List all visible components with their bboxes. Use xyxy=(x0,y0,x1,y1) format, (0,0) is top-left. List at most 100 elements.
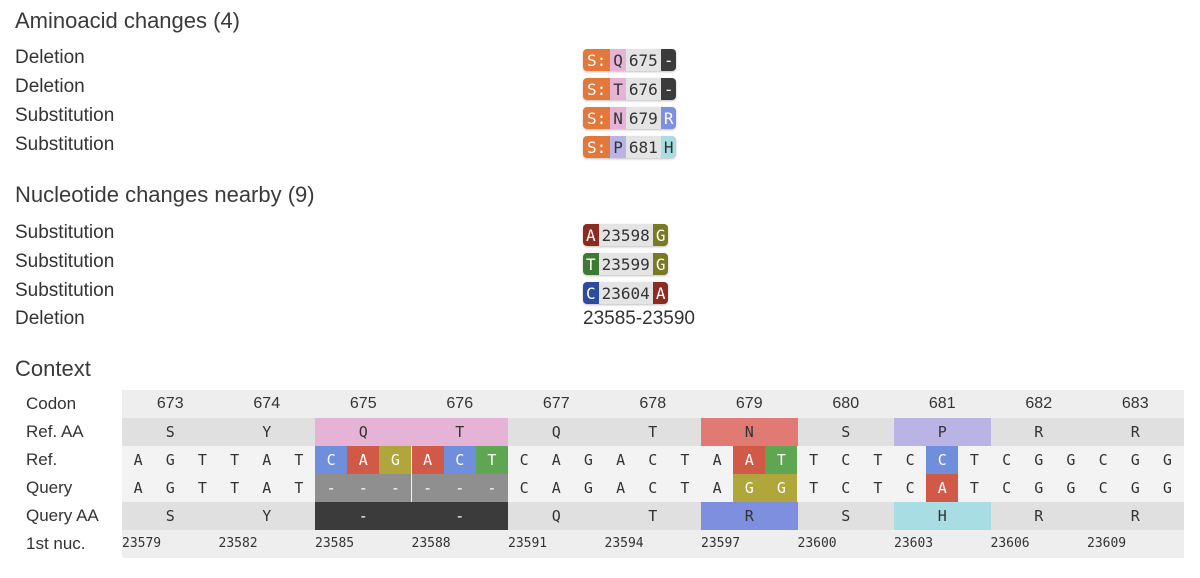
query-row-label: Query xyxy=(26,478,73,497)
query-nuc-cell: G xyxy=(1066,479,1076,497)
ref-nuc-cell: T xyxy=(809,451,819,469)
alt-aa: - xyxy=(660,78,677,100)
query-nuc-cell: T xyxy=(680,479,690,497)
gene-tag: S: xyxy=(583,78,611,100)
ref-nuc: T xyxy=(583,253,599,275)
nuc-mutation-badge[interactable]: A 23598 G xyxy=(583,224,669,246)
ref-nuc-cell: C xyxy=(443,446,476,474)
query-nuc-cell: A xyxy=(133,479,143,497)
ref-nuc-cell: G xyxy=(1034,451,1044,469)
query-nuc-cell: - xyxy=(315,474,348,502)
query-aa-cell: Y xyxy=(218,502,315,530)
query-nuc-cell: T xyxy=(294,479,304,497)
query-aa-row-label: Query AA xyxy=(26,506,99,525)
ref-nuc-cell: T xyxy=(969,451,979,469)
ref-aa-cell: T xyxy=(411,418,508,446)
aa-change-type: Deletion xyxy=(15,76,85,97)
codon-number: 674 xyxy=(253,395,281,412)
ref-nuc-cell: C xyxy=(519,451,529,469)
query-aa-cell: - xyxy=(411,502,508,530)
query-aa-cell: R xyxy=(701,502,798,530)
context-row-bg xyxy=(122,474,1184,502)
ref-aa: P xyxy=(610,136,626,158)
ref-aa-row-label: Ref. AA xyxy=(26,422,84,441)
ref-aa-cell: S xyxy=(122,418,219,446)
gene-tag: S: xyxy=(583,49,611,71)
alt-aa: H xyxy=(660,136,677,158)
query-nuc-cell: G xyxy=(583,479,593,497)
ref-nuc-cell: C xyxy=(926,446,959,474)
ref-nuc-cell: C xyxy=(1002,451,1012,469)
ref-nuc-cell: C xyxy=(905,451,915,469)
query-nuc-cell: C xyxy=(841,479,851,497)
codon-number: 673 xyxy=(156,395,184,412)
query-aa-cell: T xyxy=(604,502,701,530)
nuc-change-type: Substitution xyxy=(15,251,115,272)
aa-change-type: Substitution xyxy=(15,105,115,126)
codon-number: 677 xyxy=(542,395,570,412)
first-nuc-position: 23606 xyxy=(990,536,1030,551)
query-nuc-cell: C xyxy=(905,479,915,497)
aa-changes-title: Aminoacid changes (4) xyxy=(15,8,241,33)
aa-mutation-badge[interactable]: S: Q 675- xyxy=(583,49,677,71)
deletion-type-label: Deletion xyxy=(15,308,85,329)
ref-nuc-cell: C xyxy=(841,451,851,469)
aa-mutation-badge[interactable]: S: N 679 R xyxy=(583,107,677,129)
first-nuc-position: 23579 xyxy=(122,536,162,551)
aa-position: 676 xyxy=(625,78,661,100)
nuc-changes-title: Nucleotide changes nearby (9) xyxy=(15,182,315,207)
query-nuc-cell: - xyxy=(443,474,476,502)
alt-aa: - xyxy=(660,49,677,71)
query-nuc-cell: C xyxy=(519,479,529,497)
ref-aa-cell: P xyxy=(894,418,991,446)
ref-nuc-cell: T xyxy=(765,446,798,474)
aa-position: 679 xyxy=(625,107,661,129)
first-nuc-position: 23597 xyxy=(701,536,741,551)
ref-nuc-cell: T xyxy=(230,451,240,469)
query-nuc-cell: - xyxy=(475,474,508,502)
nuc-mutation-badge[interactable]: T 23599 G xyxy=(583,253,669,275)
query-nuc-cell: T xyxy=(873,479,883,497)
query-aa-cell: - xyxy=(315,502,412,530)
codon-number: 679 xyxy=(735,395,763,412)
ref-aa-cell: R xyxy=(1087,418,1184,446)
ref-nuc-cell: T xyxy=(680,451,690,469)
aa-position: 675 xyxy=(625,49,661,71)
ref-nuc-cell: G xyxy=(1130,451,1140,469)
query-aa-cell: R xyxy=(990,502,1087,530)
query-nuc-cell: C xyxy=(1002,479,1012,497)
context-table: Codon Ref. AA Ref. Query Query AA 1st nu… xyxy=(0,390,1200,558)
aa-mutation-badge[interactable]: S: T 676- xyxy=(583,78,677,100)
ref-aa-cell: T xyxy=(604,418,701,446)
nuc-mutation-badge[interactable]: C 23604 A xyxy=(583,282,669,304)
aa-position: 681 xyxy=(625,136,661,158)
first-nuc-position: 23600 xyxy=(797,536,837,551)
query-nuc-cell: G xyxy=(1034,479,1044,497)
first-nuc-position: 23585 xyxy=(315,536,355,551)
ref-nuc-cell: A xyxy=(733,446,766,474)
ref-nuc-cell: A xyxy=(347,446,380,474)
ref-nuc-cell: T xyxy=(873,451,883,469)
ref-nuc-cell: A xyxy=(551,451,561,469)
query-nuc-cell: - xyxy=(411,474,444,502)
ref-nuc-cell: A xyxy=(133,451,143,469)
query-nuc-cell: C xyxy=(1098,479,1108,497)
alt-nuc: A xyxy=(652,282,669,304)
ref-nuc-cell: G xyxy=(1066,451,1076,469)
aa-mutation-badge[interactable]: S: P 681 H xyxy=(583,136,677,158)
ref-aa-cell: S xyxy=(797,418,894,446)
query-aa-cell: S xyxy=(122,502,219,530)
query-aa-cell: R xyxy=(1087,502,1184,530)
alt-aa: R xyxy=(660,107,677,129)
first-nuc-position: 23591 xyxy=(508,536,548,551)
alt-nuc: G xyxy=(652,224,669,246)
query-nuc-cell: G xyxy=(1130,479,1140,497)
ref-aa-cell: Q xyxy=(315,418,412,446)
nuc-position: 23598 xyxy=(598,224,653,246)
query-nuc-cell: T xyxy=(197,479,207,497)
first-nuc-row-label: 1st nuc. xyxy=(26,534,86,553)
codon-row-label: Codon xyxy=(26,394,77,413)
ref-nuc-cell: T xyxy=(197,451,207,469)
context-row-bg xyxy=(122,390,1184,418)
first-nuc-position: 23588 xyxy=(411,536,451,551)
